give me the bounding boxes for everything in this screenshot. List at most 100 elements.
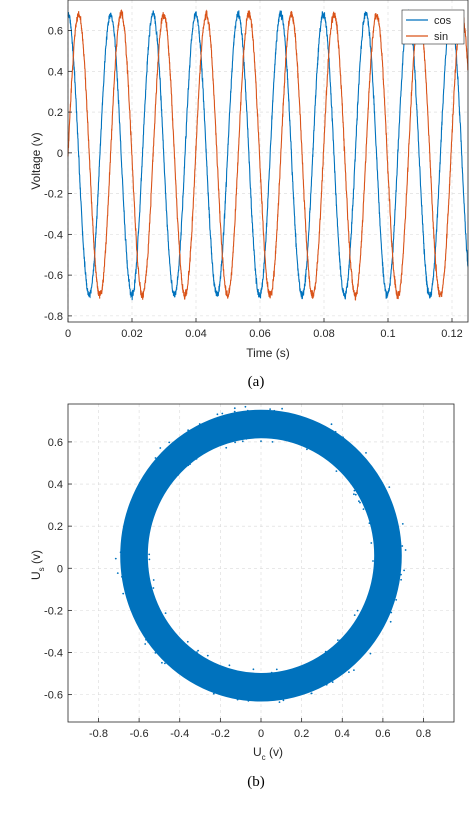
series-line-cos	[67, 9, 469, 301]
scatter-point	[144, 643, 147, 645]
scatter-point	[389, 620, 392, 623]
y-tick-label: 0.2	[48, 521, 63, 533]
caption-a: (a)	[248, 374, 265, 390]
x-axis-label-a: Time (s)	[246, 346, 290, 360]
y-tick-label: -0.8	[44, 311, 63, 323]
legend-label-cos: cos	[434, 15, 452, 27]
y-tick-label: 0.4	[48, 479, 63, 491]
scatter-point	[271, 441, 274, 443]
y-tick-label: -0.4	[44, 648, 63, 660]
scatter-point	[337, 639, 339, 641]
y-axis-label-unit: (v)	[29, 550, 43, 567]
scatter-point	[114, 557, 117, 560]
scatter-point	[221, 412, 224, 415]
scatter-point	[196, 651, 198, 654]
x-tick-label: 0.4	[335, 728, 350, 740]
scatter-point	[270, 671, 273, 674]
ticks-b: -0.8 -0.6 -0.4 -0.2 0 0.2 0.4 0.6 0.8 -0.6 -0.4 -0.…	[44, 437, 431, 740]
scatter-point	[161, 661, 163, 664]
y-tick-label: -0.6	[44, 690, 63, 702]
scatter-point	[233, 410, 236, 413]
x-tick-label: 0.08	[313, 328, 334, 340]
scatter-point	[353, 489, 356, 492]
scatter-point	[390, 611, 393, 614]
scatter-point	[116, 572, 119, 574]
scatter-ring	[120, 409, 402, 702]
scatter-point	[388, 486, 391, 488]
x-tick-label: 0.12	[441, 328, 462, 340]
scatter-point	[356, 609, 359, 612]
series-lines-a	[67, 9, 469, 301]
scatter-point	[359, 501, 361, 504]
scatter-point	[148, 553, 151, 556]
series-line-sin	[67, 9, 469, 301]
scatter-point	[324, 650, 327, 653]
scatter-point	[225, 446, 228, 449]
axes-box-a	[67, 0, 469, 323]
scatter-point	[198, 423, 201, 425]
legend-box	[401, 9, 465, 45]
scatter-point	[228, 664, 231, 667]
scatter-point	[189, 463, 191, 465]
scatter-point	[404, 549, 407, 551]
scatter-point	[400, 578, 402, 581]
x-tick-label: -0.4	[170, 728, 189, 740]
scatter-point	[187, 464, 190, 467]
x-tick-label: -0.8	[89, 728, 108, 740]
y-axis-label-main: U	[29, 571, 43, 580]
x-tick-label: 0.02	[121, 328, 142, 340]
scatter-point	[282, 699, 285, 702]
x-tick-label: 0.8	[416, 728, 431, 740]
scatter-point	[325, 683, 328, 686]
scatter-point	[400, 573, 402, 576]
scatter-point	[154, 457, 157, 459]
scatter-point	[369, 652, 372, 655]
scatter-point	[401, 523, 404, 525]
scatter-point	[281, 407, 283, 410]
scatter-point	[122, 592, 125, 595]
y-tick-label: 0	[57, 563, 63, 575]
scatter-point	[148, 558, 151, 561]
x-tick-label: 0.06	[249, 328, 270, 340]
scatter-point	[164, 662, 166, 665]
x-tick-label: 0.1	[380, 328, 395, 340]
scatter-point	[168, 441, 171, 444]
scatter-point	[152, 579, 155, 581]
scatter-point	[339, 639, 341, 642]
x-axis-label-unit: (v)	[266, 745, 283, 759]
scatter-point	[260, 440, 262, 442]
x-tick-label: 0	[258, 728, 264, 740]
scatter-point	[119, 551, 122, 554]
scatter-point	[331, 681, 334, 683]
scatter-point	[278, 701, 281, 703]
scatter-point	[358, 500, 360, 503]
scatter-point	[121, 575, 123, 578]
scatter-point	[353, 493, 355, 496]
x-axis-label-b: Uc (v)	[253, 745, 283, 762]
ticks-a: 0 0.02 0.04 0.06 0.08 0.1 0.12 -0.8 -0.6 -0.4 -0.2…	[44, 26, 463, 340]
scatter-point	[353, 669, 355, 671]
scatter-point	[334, 430, 337, 433]
scatter-point	[212, 692, 215, 695]
y-tick-label: 0.6	[48, 437, 63, 449]
scatter-point	[159, 447, 162, 449]
y-tick-label: 0.4	[48, 66, 63, 78]
y-tick-label: -0.2	[44, 189, 63, 201]
x-axis-label-sub: c	[262, 753, 266, 762]
x-tick-label: -0.6	[130, 728, 149, 740]
scatter-point	[310, 692, 313, 695]
scatter-point	[206, 654, 209, 657]
scatter-point	[403, 569, 405, 572]
chart-a: 0 0.02 0.04 0.06 0.08 0.1 0.12 -0.8 -0.6 -0.4 -0.2…	[29, 0, 469, 390]
scatter-point	[195, 458, 198, 460]
scatter-point	[216, 413, 219, 416]
scatter-point	[187, 429, 190, 432]
y-tick-label: 0.2	[48, 107, 63, 119]
y-axis-label-b: Us (v)	[29, 550, 46, 580]
scatter-point	[154, 652, 157, 654]
plot-area-a	[68, 0, 468, 322]
scatter-point	[252, 668, 255, 671]
scatter-point	[234, 441, 237, 444]
scatter-point	[145, 638, 147, 641]
